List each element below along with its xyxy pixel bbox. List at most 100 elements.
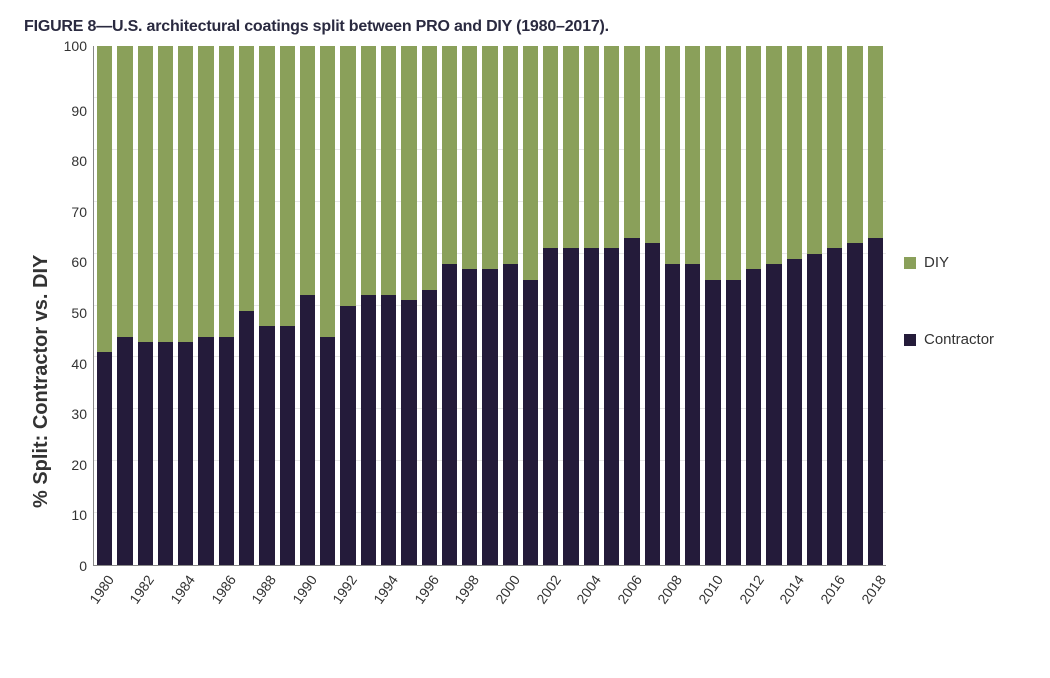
x-tick: 1982 [137, 566, 152, 636]
x-tick: 1990 [299, 566, 314, 636]
bar [584, 46, 599, 565]
bar-segment-diy [361, 46, 376, 295]
x-tick: 2012 [746, 566, 761, 636]
bar-segment-contractor [462, 269, 477, 565]
bar [787, 46, 802, 565]
y-tick: 80 [71, 154, 87, 168]
bar-segment-diy [381, 46, 396, 295]
x-tick: 1986 [218, 566, 233, 636]
bar-segment-diy [543, 46, 558, 248]
bar-segment-diy [766, 46, 781, 264]
bar-segment-contractor [726, 280, 741, 565]
bar-segment-diy [442, 46, 457, 264]
x-tick: 1980 [96, 566, 111, 636]
bar-segment-diy [158, 46, 173, 342]
chart-title: FIGURE 8—U.S. architectural coatings spl… [24, 18, 1026, 36]
bar-segment-contractor [178, 342, 193, 565]
bar-segment-diy [259, 46, 274, 326]
bar [847, 46, 862, 565]
bar [361, 46, 376, 565]
bar [868, 46, 883, 565]
bar [259, 46, 274, 565]
bar-segment-contractor [543, 248, 558, 565]
bar [422, 46, 437, 565]
bar [320, 46, 335, 565]
bar [827, 46, 842, 565]
legend-swatch [904, 334, 916, 346]
y-tick: 100 [64, 39, 87, 53]
bar-segment-diy [300, 46, 315, 295]
bar-segment-contractor [381, 295, 396, 565]
bar-segment-diy [198, 46, 213, 337]
bar-segment-diy [645, 46, 660, 243]
bar-segment-diy [604, 46, 619, 248]
x-tick [766, 566, 781, 636]
bar-segment-diy [665, 46, 680, 264]
bar [645, 46, 660, 565]
bar [340, 46, 355, 565]
bar [563, 46, 578, 565]
bar [746, 46, 761, 565]
x-tick [360, 566, 375, 636]
bar-segment-diy [482, 46, 497, 269]
y-tick: 0 [79, 559, 87, 573]
bar-segment-contractor [503, 264, 518, 565]
bar [97, 46, 112, 565]
bar-segment-contractor [827, 248, 842, 565]
bar [766, 46, 781, 565]
bar-segment-contractor [300, 295, 315, 565]
x-tick: 1984 [177, 566, 192, 636]
bar-segment-diy [503, 46, 518, 264]
bar-segment-contractor [361, 295, 376, 565]
bar-segment-contractor [847, 243, 862, 565]
bar [239, 46, 254, 565]
bar-segment-contractor [523, 280, 538, 565]
bar-segment-diy [340, 46, 355, 306]
bar-segment-contractor [584, 248, 599, 565]
bar-segment-diy [705, 46, 720, 280]
bar [300, 46, 315, 565]
bar-segment-diy [827, 46, 842, 248]
legend-label: Contractor [924, 331, 994, 348]
bar-segment-diy [787, 46, 802, 259]
figure-container: % Split: Contractor vs. DIY 100908070605… [24, 46, 1026, 636]
x-tick [279, 566, 294, 636]
bar-segment-contractor [563, 248, 578, 565]
bar [543, 46, 558, 565]
bar-segment-contractor [604, 248, 619, 565]
bar-segment-diy [239, 46, 254, 311]
bar-segment-diy [624, 46, 639, 238]
x-tick: 2010 [705, 566, 720, 636]
bar-segment-diy [847, 46, 862, 243]
bar-segment-contractor [117, 337, 132, 565]
x-tick [726, 566, 741, 636]
bar-segment-contractor [340, 306, 355, 566]
y-tick: 10 [71, 508, 87, 522]
bar-segment-contractor [158, 342, 173, 565]
bar-segment-contractor [97, 352, 112, 565]
bar-segment-diy [117, 46, 132, 337]
y-tick: 50 [71, 306, 87, 320]
x-tick: 1998 [462, 566, 477, 636]
bar-segment-diy [807, 46, 822, 254]
bar-segment-contractor [198, 337, 213, 565]
bar-segment-contractor [624, 238, 639, 565]
x-tick [319, 566, 334, 636]
bar-segment-diy [280, 46, 295, 326]
bar-segment-contractor [807, 254, 822, 565]
bar-segment-contractor [787, 259, 802, 565]
x-tick: 1994 [380, 566, 395, 636]
x-tick: 2004 [584, 566, 599, 636]
y-tick: 40 [71, 357, 87, 371]
bar-segment-contractor [239, 311, 254, 565]
plot-area [93, 46, 886, 566]
legend-item: Contractor [904, 331, 1026, 348]
bar-segment-contractor [259, 326, 274, 565]
bar-segment-contractor [665, 264, 680, 565]
bar [523, 46, 538, 565]
legend-label: DIY [924, 254, 949, 271]
bar-segment-contractor [868, 238, 883, 565]
x-tick [238, 566, 253, 636]
x-tick [807, 566, 822, 636]
bar-segment-contractor [685, 264, 700, 565]
